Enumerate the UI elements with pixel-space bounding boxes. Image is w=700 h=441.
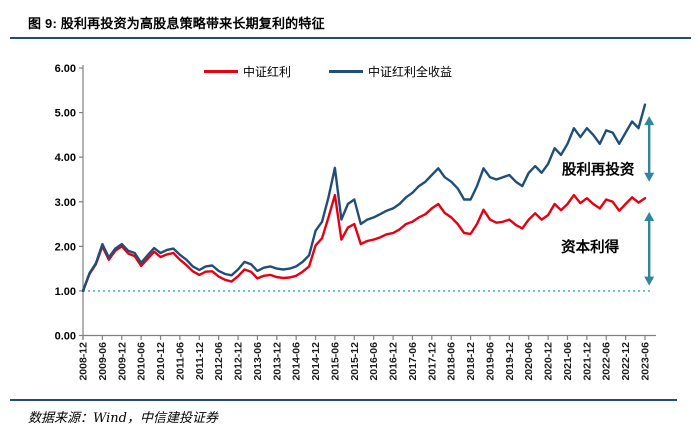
series-line-total-return-index: [81, 103, 647, 293]
x-tick-label: 2008-12: [78, 342, 90, 381]
annotation-capital-gain: 资本利得: [561, 238, 619, 256]
x-tick-label: 2009-06: [97, 342, 109, 381]
y-tick-label: 6.00: [55, 63, 76, 75]
x-tick-label: 2009-12: [116, 342, 128, 381]
x-tick-label: 2011-12: [194, 342, 206, 380]
legend-label: 中证红利全收益: [368, 65, 453, 79]
y-tick-label: 0.00: [55, 331, 76, 343]
legend-swatch-red-line: [203, 70, 238, 73]
legend-label: 中证红利: [242, 65, 291, 79]
y-tick-label: 5.00: [55, 108, 76, 120]
arrow-dividend-reinvestment: [644, 116, 655, 182]
x-axis-labels: 2008-12 2009-06 2009-12 2010-06 2010-12 2011-…: [78, 335, 652, 381]
y-tick-label: 3.00: [55, 197, 76, 209]
y-tick-label: 4.00: [55, 152, 76, 164]
data-source: 数据来源：Wind，中信建投证券: [28, 411, 218, 426]
title-divider: [10, 37, 691, 39]
x-tick-label: 2018-06: [446, 342, 458, 381]
x-tick-label: 2010-12: [155, 342, 167, 381]
x-tick-label: 2014-12: [310, 342, 322, 381]
x-tick-label: 2012-12: [233, 342, 245, 381]
legend-item-dividend-index: 中证红利: [203, 63, 291, 80]
arrow-head-up-icon: [644, 116, 655, 126]
x-tick-label: 2014-06: [291, 342, 303, 381]
series-line-dividend-index: [81, 193, 647, 293]
figure-title: 图 9: 股利再投资为高股息策略带来长期复利的特征: [28, 16, 325, 31]
x-tick-label: 2021-12: [581, 342, 593, 381]
x-tick-label: 2023-06: [640, 342, 652, 381]
x-tick-label: 2011-06: [174, 342, 186, 380]
arrow-capital-gain: [644, 212, 655, 286]
x-tick-label: 2017-12: [426, 342, 438, 381]
y-tick-label: 2.00: [55, 241, 76, 253]
x-tick-label: 2020-06: [523, 342, 535, 381]
x-tick-label: 2018-12: [465, 342, 477, 381]
annotation-dividend-reinvestment: 股利再投资: [562, 161, 635, 179]
chart-legend: 中证红利 中证红利全收益: [0, 63, 678, 80]
x-tick-label: 2021-06: [562, 342, 574, 381]
x-tick-label: 2015-06: [329, 342, 341, 381]
arrow-head-up-icon: [644, 212, 655, 222]
y-tick-label: 1.00: [55, 286, 76, 298]
x-tick-label: 2022-12: [620, 342, 632, 381]
x-tick-label: 2016-06: [368, 342, 380, 381]
arrow-head-down-icon: [644, 276, 655, 286]
x-tick-label: 2019-12: [504, 342, 516, 381]
x-tick-label: 2013-12: [271, 342, 283, 381]
y-axis-labels: 0.00 1.00 2.00 3.00 4.00 5.00 6.00: [55, 63, 83, 343]
x-tick-label: 2016-12: [388, 342, 400, 381]
x-tick-label: 2010-06: [136, 342, 148, 381]
arrow-head-down-icon: [644, 172, 655, 182]
legend-item-total-return-index: 中证红利全收益: [329, 63, 452, 80]
legend-swatch-blue-line: [329, 70, 363, 73]
x-tick-label: 2019-06: [484, 342, 496, 381]
x-tick-label: 2020-12: [543, 342, 555, 381]
x-tick-label: 2022-06: [601, 342, 613, 381]
footer-divider: [10, 399, 677, 401]
x-tick-label: 2013-06: [252, 342, 264, 381]
x-tick-label: 2015-12: [349, 342, 361, 381]
x-tick-label: 2012-06: [213, 342, 225, 381]
x-tick-label: 2017-06: [407, 342, 419, 381]
